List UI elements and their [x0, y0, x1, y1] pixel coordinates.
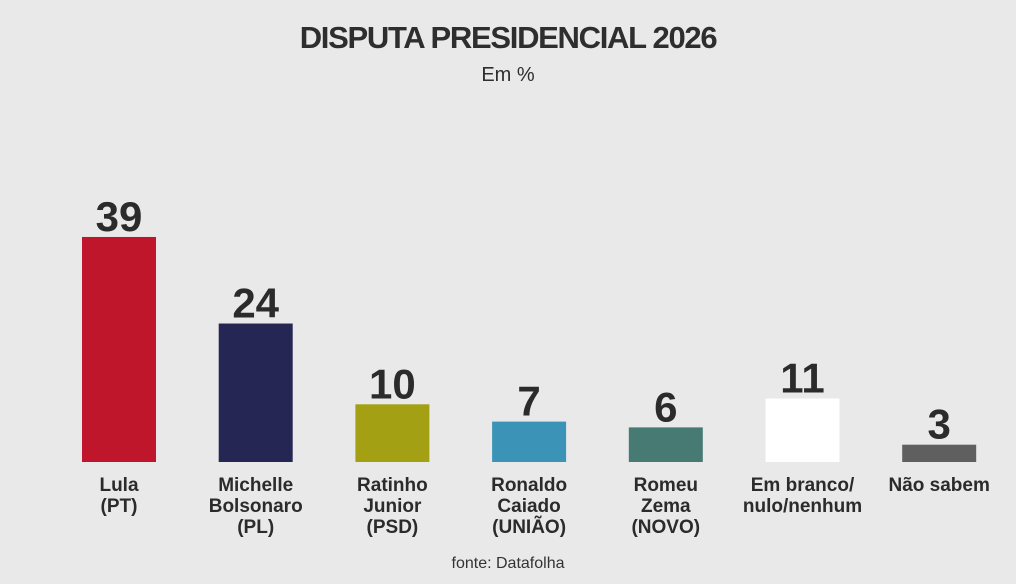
- category-label-ronaldo-caiado-uniao: Ronaldo Caiado (UNIÃO): [491, 475, 567, 538]
- category-label-romeu-zema-novo: Romeu Zema (NOVO): [631, 475, 700, 538]
- bar-lula-pt: [82, 236, 156, 462]
- value-label-ratinho-junior-psd: 10: [369, 360, 416, 407]
- chart-subtitle: Em %: [481, 64, 535, 86]
- category-label-ratinho-junior-psd: Ratinho Junior (PSD): [357, 475, 428, 538]
- category-label-em-branco-nulo-nenhum: Em branco/nulo/nenhum: [743, 475, 862, 517]
- value-label-lula-pt: 39: [96, 193, 143, 240]
- chart-title: DISPUTA PRESIDENCIAL 2026: [299, 20, 718, 55]
- value-label-romeu-zema-novo: 6: [654, 383, 677, 430]
- chart-source: fonte: Datafolha: [451, 555, 565, 572]
- category-label-nao-sabem: Não sabem: [889, 475, 990, 496]
- bar-michelle-bolsonaro-pl: [218, 323, 293, 462]
- bar-ronaldo-caiado-uniao: [492, 421, 567, 462]
- value-label-ronaldo-caiado-uniao: 7: [517, 378, 540, 425]
- bar-em-branco-nulo-nenhum: [765, 398, 840, 462]
- bar-ratinho-junior-psd: [355, 404, 430, 462]
- category-label-lula-pt: Lula (PT): [99, 475, 138, 517]
- bar-nao-sabem: [902, 444, 977, 462]
- bar-romeu-zema-novo: [628, 427, 703, 462]
- value-label-em-branco-nulo-nenhum: 11: [780, 355, 824, 402]
- value-label-michelle-bolsonaro-pl: 24: [232, 280, 279, 327]
- value-label-nao-sabem: 3: [928, 401, 951, 448]
- category-label-michelle-bolsonaro-pl: Michelle Bolsonaro (PL): [209, 475, 303, 538]
